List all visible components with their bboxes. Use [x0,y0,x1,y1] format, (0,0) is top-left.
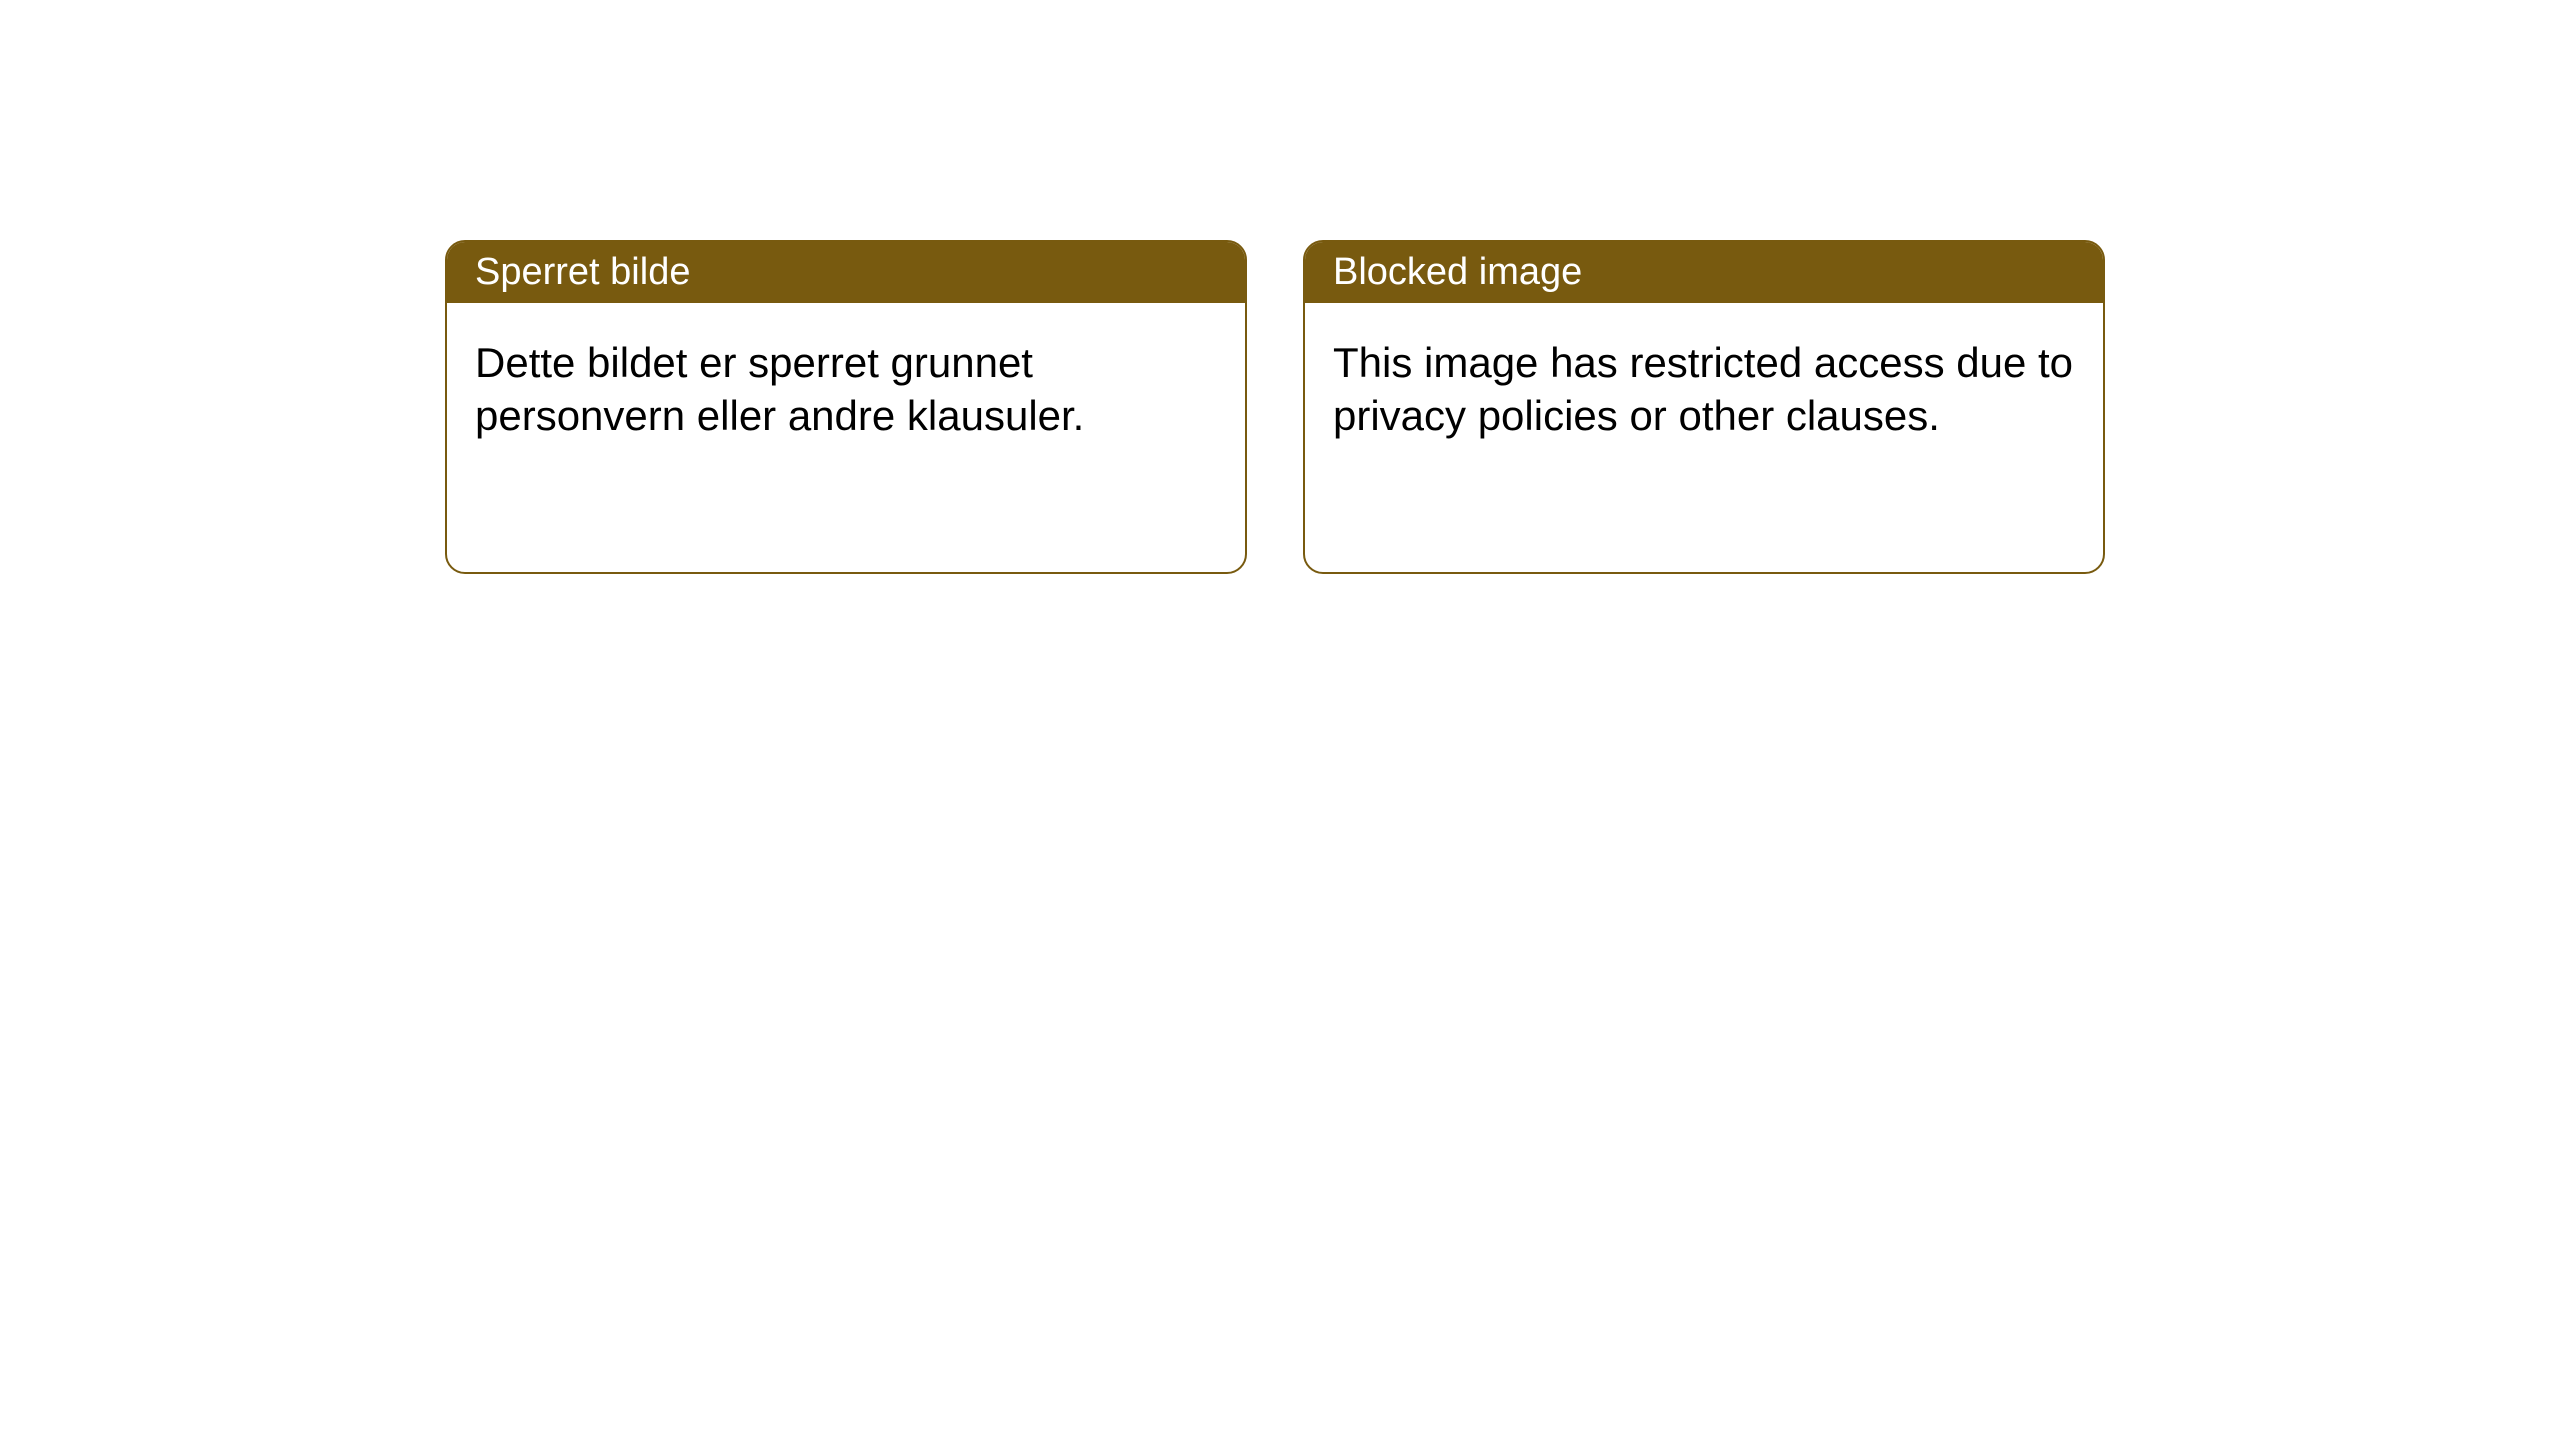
notice-title: Blocked image [1333,251,1582,293]
notice-title: Sperret bilde [475,251,690,293]
notice-container: Sperret bilde Dette bildet er sperret gr… [445,240,2105,574]
notice-body: Dette bildet er sperret grunnet personve… [447,303,1245,476]
notice-message: Dette bildet er sperret grunnet personve… [475,339,1084,439]
notice-header: Sperret bilde [447,242,1245,303]
notice-header: Blocked image [1305,242,2103,303]
notice-card-english: Blocked image This image has restricted … [1303,240,2105,574]
notice-message: This image has restricted access due to … [1333,339,2073,439]
notice-card-norwegian: Sperret bilde Dette bildet er sperret gr… [445,240,1247,574]
notice-body: This image has restricted access due to … [1305,303,2103,476]
